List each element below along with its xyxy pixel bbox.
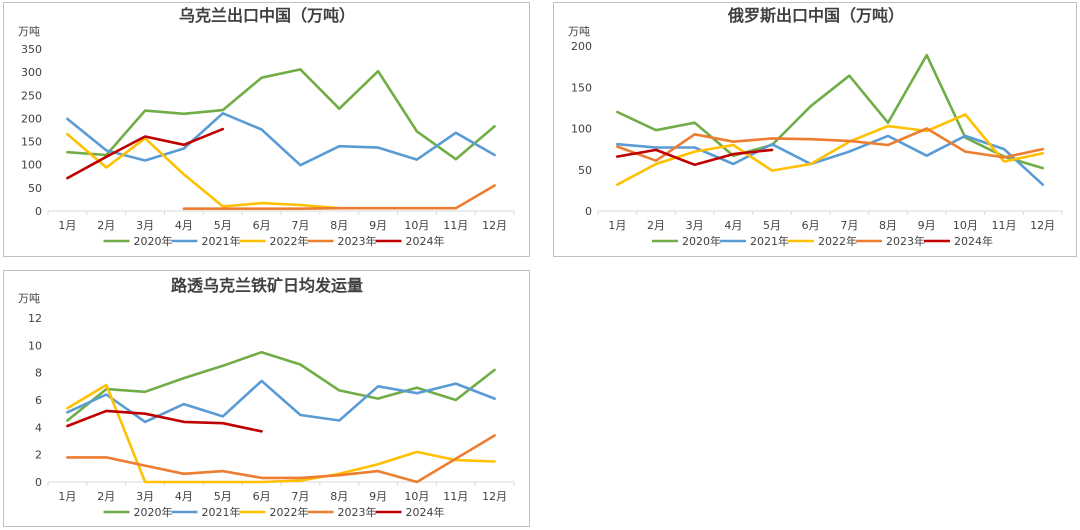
series-line-2022年 [615, 113, 1045, 186]
x-tick-label: 2月 [97, 490, 115, 503]
legend-label: 2023年 [886, 234, 925, 248]
y-tick-label: 8 [35, 367, 42, 380]
chart-russia-exports: 俄罗斯出口中国（万吨） 万吨 0 50 100 150 200 1月 2月 3月 4月 5月 6月 7… [568, 6, 1063, 248]
legend-label: 2021年 [750, 234, 789, 248]
x-tick-label: 1月 [58, 219, 76, 232]
y-tick-label: 2 [35, 449, 42, 462]
y-tick-label: 50 [28, 182, 42, 195]
chart-reuters-daily-shipments: 路透乌克兰铁矿日均发运量 万吨 0 2 4 6 8 10 12 1月 2月 3月 4月 5月 6月 7月 8… [18, 276, 515, 519]
legend-label: 2024年 [954, 234, 993, 248]
series-line-2022年 [66, 132, 341, 210]
chart-title: 路透乌克兰铁矿日均发运量 [171, 276, 363, 295]
legend-label: 2024年 [406, 505, 445, 519]
y-tick-label: 250 [21, 89, 42, 102]
legend-label: 2020年 [682, 234, 721, 248]
x-tick-label: 11月 [992, 219, 1017, 232]
x-tick-label: 3月 [136, 490, 154, 503]
y-tick-label: 10 [28, 339, 42, 352]
legend-label: 2023年 [338, 505, 377, 519]
x-tick-label: 1月 [58, 490, 76, 503]
y-tick-label: 0 [35, 476, 42, 489]
y-tick-label: 300 [21, 66, 42, 79]
series-line-2020年 [66, 350, 496, 422]
chart-title: 俄罗斯出口中国（万吨） [727, 6, 904, 25]
legend-label: 2020年 [134, 505, 173, 519]
x-tick-label: 4月 [724, 219, 742, 232]
x-tick-label: 4月 [175, 490, 193, 503]
series-line-2023年 [182, 184, 496, 210]
legend-label: 2021年 [202, 234, 241, 248]
x-tick-label: 3月 [136, 219, 154, 232]
x-tick-label: 7月 [291, 219, 309, 232]
x-tick-label: 12月 [1030, 219, 1055, 232]
y-tick-label: 0 [35, 205, 42, 218]
legend-label: 2021年 [202, 505, 241, 519]
y-tick-label: 4 [35, 421, 42, 434]
chart-panel-russia-exports: 俄罗斯出口中国（万吨） 万吨 0 50 100 150 200 1月 2月 3月 4月 5月 6月 7… [553, 2, 1077, 257]
series-line-2020年 [615, 53, 1045, 170]
y-unit-label: 万吨 [18, 25, 40, 38]
y-tick-label: 200 [21, 112, 42, 125]
series-line-2020年 [66, 68, 496, 161]
x-tick-label: 4月 [175, 219, 193, 232]
legend-label: 2024年 [406, 234, 445, 248]
x-tick-label: 10月 [404, 219, 429, 232]
x-tick-label: 6月 [253, 219, 271, 232]
series-line-2024年 [66, 409, 263, 433]
x-tick-label: 8月 [879, 219, 897, 232]
y-tick-label: 0 [585, 205, 592, 218]
x-tick-label: 12月 [482, 490, 507, 503]
x-tick-label: 8月 [330, 490, 348, 503]
legend-label: 2023年 [338, 234, 377, 248]
legend-label: 2022年 [818, 234, 857, 248]
y-tick-label: 12 [28, 312, 42, 325]
chart-panel-ukraine-exports: 乌克兰出口中国（万吨） 万吨 0 50 100 150 200 250 300 350 1月 2月… [3, 2, 530, 257]
chart-ukraine-exports: 乌克兰出口中国（万吨） 万吨 0 50 100 150 200 250 300 350 1月 2月… [18, 6, 515, 248]
x-tick-label: 5月 [214, 490, 232, 503]
y-tick-label: 350 [21, 43, 42, 56]
x-tick-label: 10月 [404, 490, 429, 503]
x-tick-label: 6月 [253, 490, 271, 503]
x-tick-label: 9月 [918, 219, 936, 232]
chart-title: 乌克兰出口中国（万吨） [179, 6, 355, 25]
y-tick-label: 100 [571, 123, 592, 136]
y-tick-label: 150 [571, 81, 592, 94]
series-line-2023年 [66, 434, 496, 484]
y-unit-label: 万吨 [568, 25, 590, 38]
series-line-2024年 [615, 148, 774, 167]
y-tick-label: 6 [35, 394, 42, 407]
x-tick-label: 10月 [953, 219, 978, 232]
series-line-2021年 [66, 379, 496, 424]
legend-label: 2022年 [270, 505, 309, 519]
series-line-2022年 [66, 383, 496, 484]
y-tick-label: 50 [578, 164, 592, 177]
y-unit-label: 万吨 [18, 292, 40, 305]
series-line-2023年 [615, 127, 1045, 162]
x-tick-label: 11月 [443, 490, 468, 503]
x-tick-label: 3月 [686, 219, 704, 232]
x-tick-label: 5月 [214, 219, 232, 232]
x-tick-label: 12月 [482, 219, 507, 232]
legend-label: 2022年 [270, 234, 309, 248]
x-tick-label: 5月 [763, 219, 781, 232]
x-tick-label: 2月 [97, 219, 115, 232]
x-tick-label: 7月 [291, 490, 309, 503]
legend-label: 2020年 [134, 234, 173, 248]
y-tick-label: 100 [21, 159, 42, 172]
y-tick-label: 150 [21, 136, 42, 149]
x-tick-label: 9月 [369, 219, 387, 232]
series-line-2024年 [66, 127, 225, 180]
x-tick-label: 2月 [647, 219, 665, 232]
y-tick-label: 200 [571, 40, 592, 53]
chart-panel-reuters-daily-shipments: 路透乌克兰铁矿日均发运量 万吨 0 2 4 6 8 10 12 1月 2月 3月 4月 5月 6月 7月 8… [3, 270, 530, 527]
x-tick-label: 1月 [608, 219, 626, 232]
x-tick-label: 6月 [802, 219, 820, 232]
series-line-2021年 [66, 112, 496, 167]
x-tick-label: 11月 [443, 219, 468, 232]
x-tick-label: 7月 [840, 219, 858, 232]
x-tick-label: 8月 [330, 219, 348, 232]
series-line-2021年 [615, 134, 1045, 186]
x-tick-label: 9月 [369, 490, 387, 503]
